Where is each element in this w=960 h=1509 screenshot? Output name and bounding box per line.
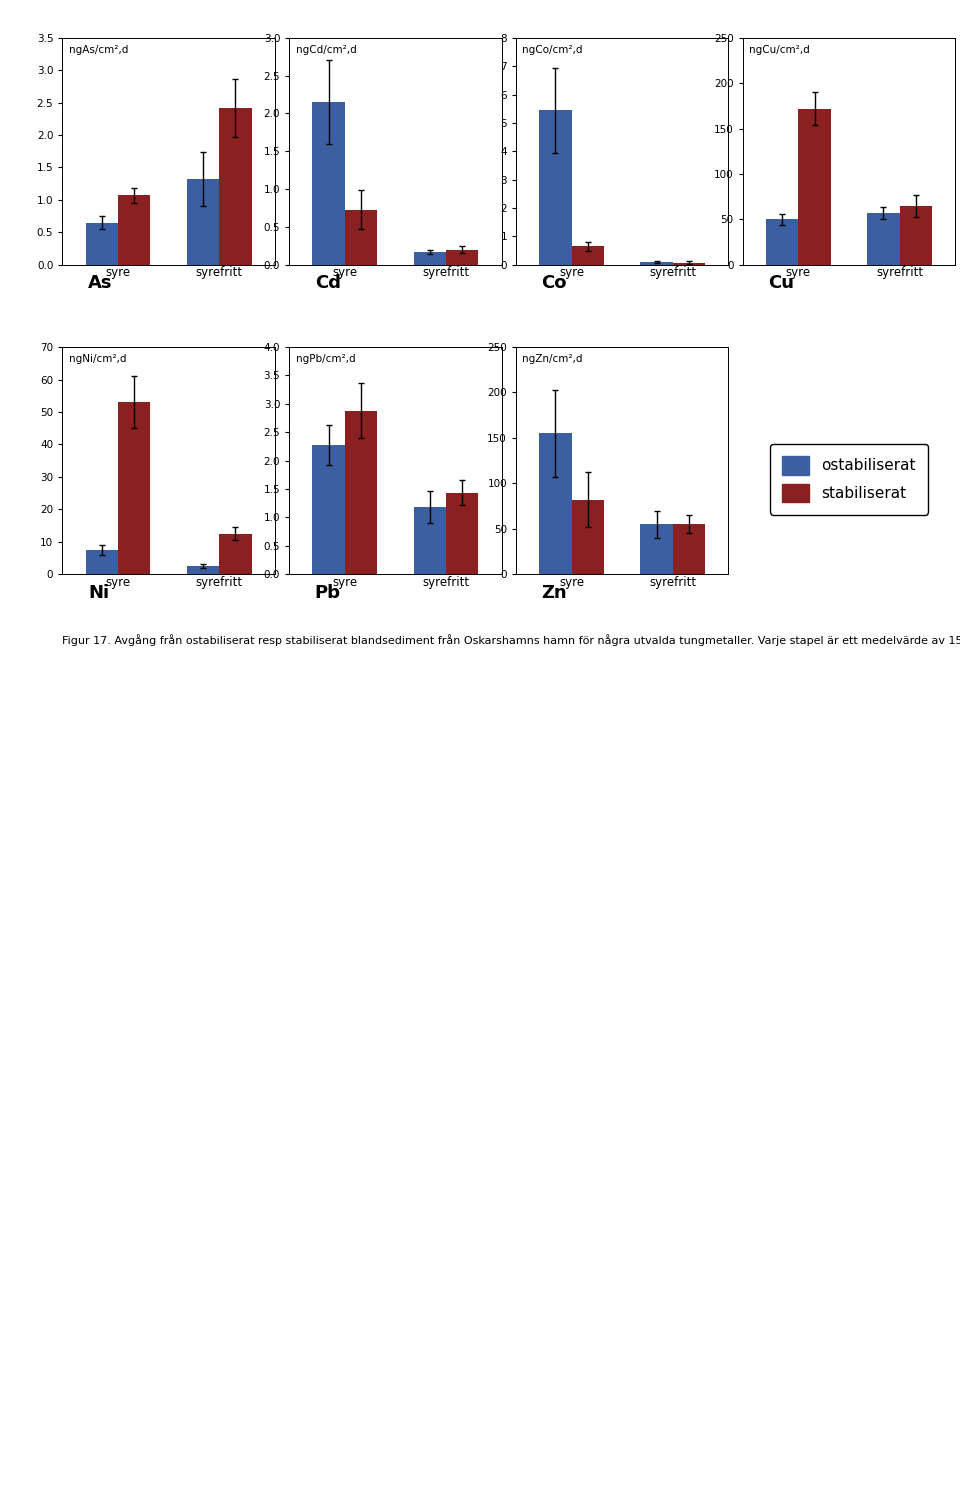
- Bar: [414, 252, 446, 266]
- Bar: [900, 205, 932, 266]
- Text: As: As: [88, 275, 112, 293]
- Legend: ostabiliserat, stabiliserat: ostabiliserat, stabiliserat: [770, 444, 928, 515]
- Bar: [640, 524, 673, 575]
- Text: ngZn/cm²,d: ngZn/cm²,d: [522, 355, 583, 364]
- Bar: [673, 263, 706, 266]
- Bar: [571, 246, 604, 266]
- Text: Zn: Zn: [541, 584, 567, 602]
- Text: ngPb/cm²,d: ngPb/cm²,d: [296, 355, 355, 364]
- Text: ngCo/cm²,d: ngCo/cm²,d: [522, 45, 583, 54]
- Text: Figur 17. Avgång från ostabiliserat resp stabiliserat blandsediment från Oskarsh: Figur 17. Avgång från ostabiliserat resp…: [62, 634, 960, 646]
- Text: ngAs/cm²,d: ngAs/cm²,d: [69, 45, 128, 54]
- Bar: [766, 219, 799, 266]
- Bar: [118, 195, 151, 266]
- Bar: [312, 103, 345, 266]
- Text: Cd: Cd: [315, 275, 341, 293]
- Bar: [219, 107, 252, 266]
- Text: Pb: Pb: [315, 584, 341, 602]
- Bar: [640, 263, 673, 266]
- Text: Co: Co: [541, 275, 567, 293]
- Bar: [799, 109, 830, 266]
- Bar: [85, 549, 118, 575]
- Text: Ni: Ni: [88, 584, 109, 602]
- Bar: [118, 403, 151, 575]
- Bar: [540, 110, 571, 266]
- Bar: [345, 410, 377, 575]
- Bar: [187, 180, 219, 266]
- Bar: [571, 499, 604, 575]
- Bar: [673, 524, 706, 575]
- Bar: [446, 249, 478, 266]
- Bar: [446, 493, 478, 575]
- Bar: [219, 534, 252, 575]
- Bar: [85, 223, 118, 266]
- Bar: [540, 433, 571, 575]
- Text: ngCd/cm²,d: ngCd/cm²,d: [296, 45, 356, 54]
- Bar: [187, 566, 219, 575]
- Text: ngNi/cm²,d: ngNi/cm²,d: [69, 355, 127, 364]
- Bar: [345, 210, 377, 266]
- Bar: [867, 213, 900, 266]
- Text: Cu: Cu: [768, 275, 794, 293]
- Bar: [312, 445, 345, 575]
- Bar: [414, 507, 446, 575]
- Text: ngCu/cm²,d: ngCu/cm²,d: [749, 45, 810, 54]
